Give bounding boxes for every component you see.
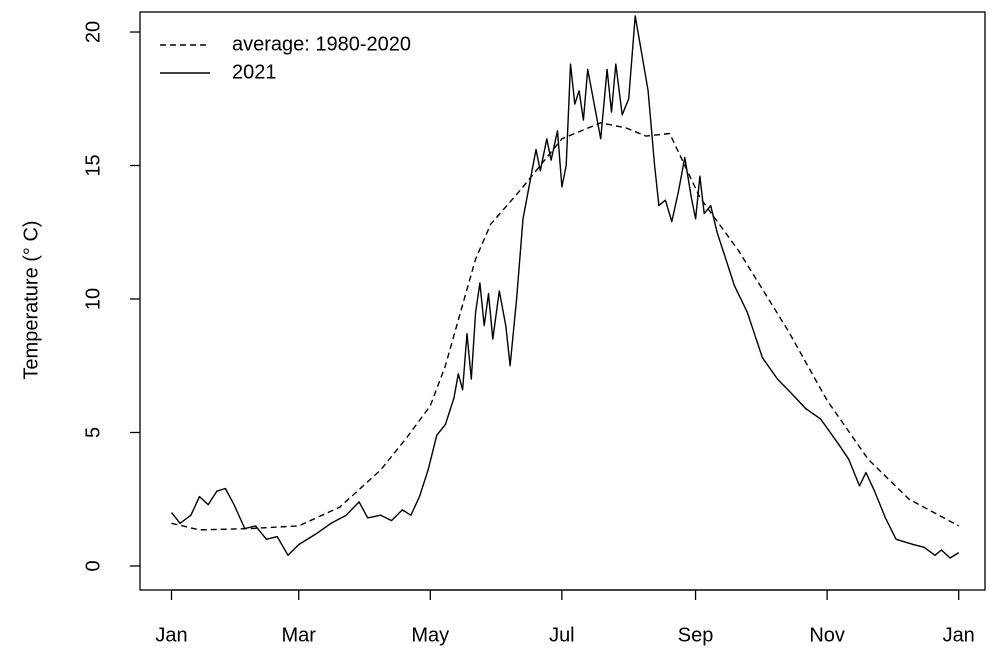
series-line — [171, 122, 960, 531]
series-line — [170, 15, 960, 559]
y-tick-label: 5 — [82, 427, 104, 438]
y-tick-label: 0 — [82, 560, 104, 571]
y-axis-label: Temperature (° C) — [20, 220, 42, 379]
legend-label: average: 1980-2020 — [232, 33, 411, 55]
x-tick-label: Mar — [282, 624, 317, 646]
x-tick-label: Jan — [943, 624, 975, 646]
y-tick-label: 10 — [82, 288, 104, 310]
y-tick-label: 15 — [82, 154, 104, 176]
x-tick-label: Nov — [809, 624, 845, 646]
plot-box — [139, 11, 986, 591]
legend-label: 2021 — [232, 61, 277, 83]
x-tick-label: Jul — [549, 624, 575, 646]
x-tick-label: May — [411, 624, 449, 646]
x-tick-label: Sep — [678, 624, 714, 646]
x-tick-label: Jan — [155, 624, 187, 646]
y-tick-label: 20 — [82, 21, 104, 43]
